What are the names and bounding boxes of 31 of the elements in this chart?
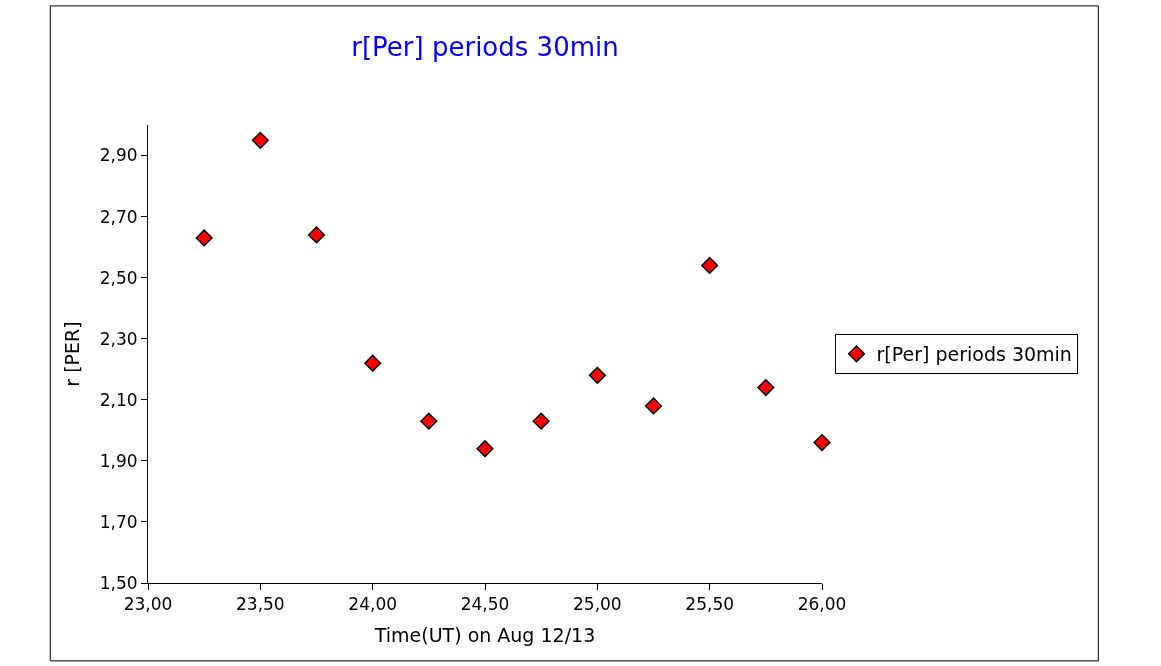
x-tick-label: 24,50 <box>460 594 510 615</box>
x-tick-label: 23,50 <box>235 594 285 615</box>
legend-label: r[Per] periods 30min <box>876 343 1072 366</box>
point <box>364 354 382 372</box>
y-tick-label: 1,70 <box>99 511 138 532</box>
point <box>813 434 831 452</box>
point <box>644 397 663 415</box>
chart-title: r[Per] periods 30min <box>351 31 619 62</box>
y-tick-label: 2,10 <box>99 389 138 410</box>
y-tick-label: 1,50 <box>99 572 138 593</box>
y-tick-label: 2,30 <box>99 328 138 349</box>
y-tick-label: 1,90 <box>99 450 138 471</box>
x-axis-title: Time(UT) on Aug 12/13 <box>373 624 596 647</box>
y-axis-title: r [PER] <box>60 321 83 387</box>
x-tick-label: 25,50 <box>685 594 735 615</box>
x-tick-label: 26,00 <box>797 594 847 615</box>
point <box>701 256 719 274</box>
y-tick-label: 2,50 <box>99 267 138 288</box>
point <box>307 226 326 244</box>
x-tick-label: 24,00 <box>348 594 398 615</box>
point <box>757 379 775 397</box>
point <box>195 229 213 247</box>
point <box>532 412 550 430</box>
y-tick-label: 2,90 <box>99 145 138 166</box>
point <box>476 440 494 458</box>
x-tick-label: 25,00 <box>572 594 622 615</box>
x-tick-label: 23,00 <box>123 594 173 615</box>
point <box>588 366 606 384</box>
y-tick-label: 2,70 <box>99 206 138 227</box>
point <box>420 412 438 430</box>
point <box>251 131 269 149</box>
